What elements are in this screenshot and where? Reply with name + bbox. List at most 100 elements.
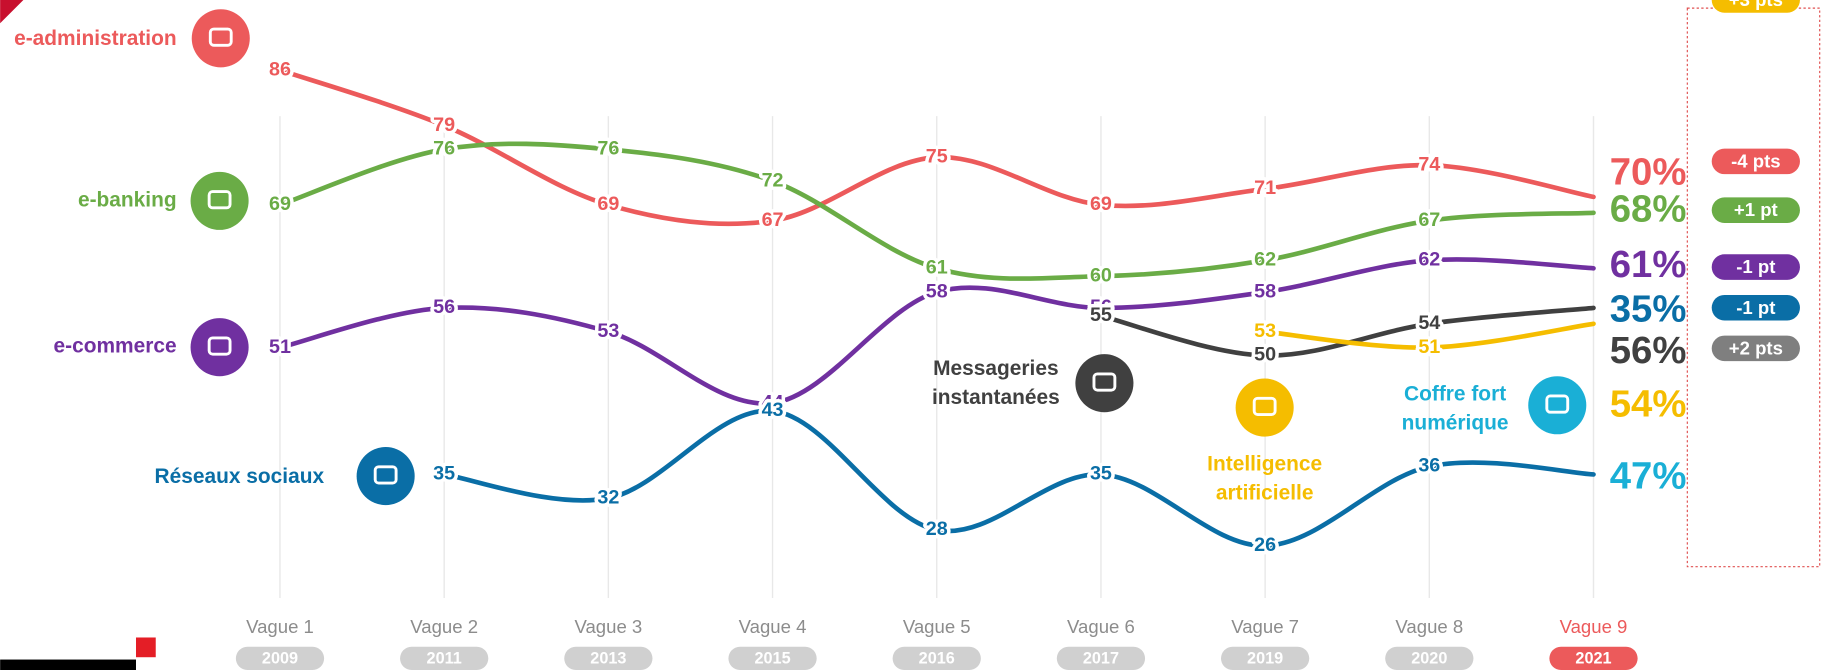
value-label: 28 — [926, 518, 948, 540]
series-line — [277, 141, 1596, 281]
value-label: 51 — [269, 336, 291, 358]
series-name: Messageries instantanées — [931, 356, 1060, 409]
series-icon — [1528, 376, 1587, 435]
change-badge — [1711, 197, 1800, 223]
value-label: 69 — [269, 193, 291, 215]
value-label: 50 — [1254, 344, 1276, 366]
end-value-label: 68% — [1610, 187, 1687, 230]
end-value-label: 61% — [1610, 243, 1687, 286]
change-label: +3 pts — [1729, 0, 1783, 10]
series-icon — [1075, 354, 1134, 413]
change-badge — [1711, 294, 1800, 321]
value-label: 53 — [1254, 320, 1276, 342]
series-icon-glyph — [1092, 372, 1117, 392]
end-value-label: 35% — [1610, 287, 1687, 330]
value-label: 76 — [597, 138, 619, 160]
end-value-label: 47% — [1610, 455, 1687, 498]
change-badge — [1711, 0, 1800, 13]
change-label: -1 pt — [1736, 297, 1775, 318]
year-label: 2021 — [1575, 649, 1611, 667]
value-label: 43 — [762, 399, 784, 421]
value-label: 58 — [926, 280, 948, 302]
value-label: 72 — [762, 169, 784, 191]
series-name-box: Messageries instantanées — [931, 356, 1060, 409]
year-label: 2011 — [427, 649, 462, 667]
value-label: 60 — [1090, 264, 1112, 286]
value-label: 32 — [597, 486, 619, 508]
year-pill — [400, 646, 489, 670]
change-label: +2 pts — [1729, 337, 1783, 358]
value-label: 26 — [1254, 534, 1276, 556]
x-tick-label: Vague 7 — [1231, 616, 1299, 637]
year-pill — [892, 646, 981, 670]
value-label: 55 — [1090, 304, 1112, 326]
series-icon-glyph — [208, 27, 233, 47]
value-label: 69 — [597, 193, 619, 215]
end-value-label: 56% — [1610, 329, 1687, 372]
series-name: Réseaux sociaux — [155, 465, 325, 488]
series-icon — [1235, 378, 1294, 437]
series-name-box: Coffre fort numérique — [1401, 382, 1509, 435]
series-line — [277, 257, 1596, 406]
x-tick-label: Vague 8 — [1395, 616, 1463, 637]
corner-mark — [0, 0, 24, 24]
value-label: 71 — [1254, 177, 1276, 199]
year-pill — [1549, 646, 1638, 670]
series-line — [1098, 305, 1596, 358]
value-label: 74 — [1418, 153, 1440, 175]
value-label: 67 — [762, 209, 784, 231]
value-label: 56 — [433, 296, 455, 318]
year-pill — [1385, 646, 1474, 670]
series-icon-glyph — [207, 190, 232, 210]
series-name: Intelligence artificielle — [1207, 451, 1323, 504]
series-icon — [191, 9, 250, 68]
change-label: -1 pt — [1736, 256, 1775, 277]
year-pill — [1220, 646, 1310, 670]
x-tick-label: Vague 9 — [1560, 616, 1628, 637]
series-icon — [190, 318, 249, 377]
value-label: 75 — [926, 145, 948, 167]
change-label: +1 pt — [1734, 199, 1778, 220]
series-icon-glyph — [207, 336, 232, 356]
value-label: 61 — [926, 256, 948, 278]
x-tick-label: Vague 5 — [903, 616, 971, 637]
x-tick-label: Vague 4 — [739, 616, 807, 637]
change-badge — [1711, 148, 1800, 175]
value-label: 56 — [1090, 296, 1112, 318]
year-label: 2015 — [754, 649, 790, 667]
year-pill — [564, 646, 653, 670]
value-label: 51 — [1418, 336, 1440, 358]
year-label: 2009 — [262, 649, 298, 667]
value-label: 44 — [762, 391, 784, 413]
value-label: 35 — [1090, 463, 1112, 485]
series-name: Coffre fort numérique — [1401, 382, 1509, 435]
series-name-box: Intelligence artificielle — [1207, 451, 1323, 504]
series-icon — [356, 447, 415, 506]
footer-square — [135, 637, 156, 658]
series-name: e-commerce — [54, 335, 177, 358]
series-name: e-administration — [14, 27, 177, 50]
value-label: 35 — [433, 463, 455, 485]
end-value-label: 54% — [1610, 383, 1687, 426]
footer-bar — [0, 659, 136, 670]
x-tick-label: Vague 2 — [410, 616, 478, 637]
end-value-label: 70% — [1610, 150, 1687, 193]
series-icon-glyph — [1545, 394, 1570, 414]
series-icon-glyph — [1252, 396, 1277, 416]
value-label: 69 — [1090, 193, 1112, 215]
value-label: 58 — [1254, 280, 1276, 302]
value-label: 76 — [433, 138, 455, 160]
value-label: 79 — [433, 114, 455, 136]
year-pill — [1056, 646, 1146, 670]
change-badge — [1711, 254, 1800, 280]
year-label: 2013 — [590, 649, 626, 667]
year-label: 2016 — [919, 649, 955, 667]
series-line — [441, 408, 1596, 549]
value-label: 67 — [1418, 209, 1440, 231]
series-name: e-banking — [78, 188, 177, 211]
change-badge — [1711, 335, 1800, 362]
year-label: 2020 — [1411, 649, 1447, 667]
series-icon-glyph — [373, 465, 398, 485]
value-label: 62 — [1418, 249, 1440, 271]
